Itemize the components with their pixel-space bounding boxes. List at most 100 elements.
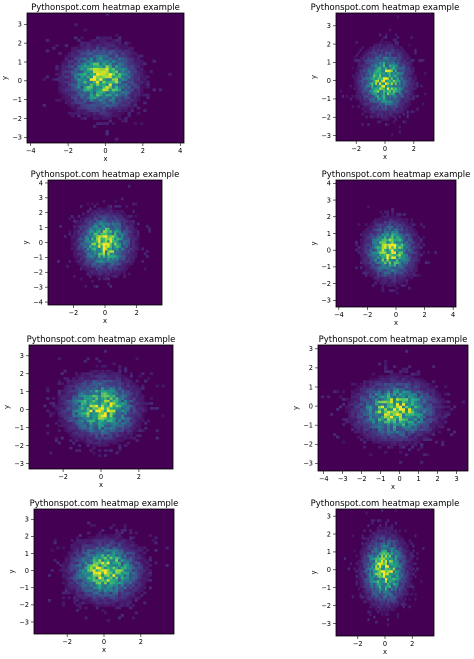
heatmap-cell bbox=[105, 70, 109, 74]
heatmap-cell bbox=[77, 96, 81, 100]
heatmap-cell bbox=[92, 59, 97, 63]
heatmap-cell bbox=[376, 235, 380, 239]
heatmap-cell bbox=[124, 424, 128, 428]
heatmap-cell bbox=[359, 87, 362, 91]
heatmap-cell bbox=[396, 230, 399, 234]
heatmap-cell bbox=[365, 84, 368, 88]
heatmap-cell bbox=[402, 405, 406, 409]
heatmap-cell bbox=[396, 215, 399, 219]
heatmap-cell bbox=[366, 423, 370, 426]
heatmap-cell bbox=[360, 405, 364, 409]
heatmap-cell bbox=[102, 235, 106, 238]
heatmap-cell bbox=[400, 256, 404, 259]
heatmap-cell bbox=[107, 227, 110, 231]
y-tick-label: −1 bbox=[33, 254, 43, 262]
heatmap-cell bbox=[118, 416, 122, 420]
heatmap-cell bbox=[406, 56, 409, 60]
heatmap-cell bbox=[362, 246, 366, 249]
heatmap-cell bbox=[130, 96, 135, 100]
x-tick-label: 0 bbox=[103, 309, 107, 317]
heatmap-cell bbox=[89, 91, 94, 94]
heatmap-cell bbox=[408, 387, 412, 391]
heatmap-cell bbox=[447, 405, 451, 409]
heatmap-cell bbox=[371, 102, 374, 106]
heatmap-cell bbox=[408, 433, 412, 436]
heatmap-cell bbox=[135, 404, 139, 408]
heatmap-cell bbox=[410, 66, 413, 70]
heatmap-cell bbox=[376, 246, 380, 249]
y-tick-label: 3 bbox=[327, 196, 331, 204]
heatmap-cell bbox=[116, 270, 119, 273]
heatmap-cell bbox=[374, 248, 378, 252]
heatmap-cell bbox=[129, 397, 133, 400]
heatmap-cell bbox=[384, 408, 388, 411]
heatmap-cell bbox=[377, 46, 380, 50]
heatmap-cell bbox=[429, 413, 433, 416]
heatmap-cell bbox=[105, 46, 109, 50]
heatmap-cell bbox=[75, 424, 79, 428]
heatmap-cell bbox=[372, 413, 376, 416]
heatmap-cell bbox=[444, 400, 448, 404]
heatmap-cell bbox=[118, 436, 122, 440]
heatmap-cell bbox=[121, 70, 125, 74]
heatmap-cell bbox=[126, 436, 131, 440]
heatmap-cell bbox=[426, 405, 430, 409]
heatmap-cell bbox=[383, 53, 386, 57]
heatmap-cell bbox=[109, 207, 113, 211]
heatmap-cell bbox=[84, 242, 88, 246]
heatmap-cell bbox=[123, 265, 126, 268]
heatmap-cell bbox=[75, 397, 79, 400]
heatmap-cell bbox=[133, 52, 138, 55]
heatmap-cell bbox=[106, 384, 110, 388]
heatmap-cell bbox=[366, 425, 370, 429]
heatmap-cell bbox=[86, 384, 90, 388]
heatmap-cell bbox=[130, 52, 135, 55]
heatmap-cell bbox=[82, 267, 85, 271]
heatmap-cell bbox=[86, 215, 90, 218]
heatmap-cell bbox=[136, 54, 141, 58]
heatmap-cell bbox=[61, 70, 65, 74]
heatmap-cell bbox=[423, 408, 427, 411]
heatmap-cell bbox=[410, 225, 414, 229]
heatmap-cell bbox=[367, 66, 370, 70]
heatmap-cell bbox=[369, 46, 372, 50]
heatmap-cell bbox=[396, 15, 399, 19]
heatmap-cell bbox=[67, 596, 71, 600]
heatmap-cell bbox=[126, 601, 130, 605]
heatmap-cell bbox=[58, 70, 62, 74]
heatmap-cell bbox=[100, 217, 103, 221]
heatmap-cell bbox=[405, 258, 409, 262]
heatmap-cell bbox=[106, 434, 110, 438]
heatmap-cell bbox=[118, 270, 122, 273]
heatmap-cell bbox=[58, 72, 62, 76]
heatmap-cell bbox=[111, 225, 115, 228]
heatmap-cell bbox=[124, 434, 128, 438]
heatmap-cell bbox=[98, 444, 102, 447]
heatmap-cell bbox=[125, 240, 129, 243]
heatmap-cell bbox=[124, 119, 128, 123]
heatmap-cell bbox=[82, 245, 85, 248]
heatmap-cell bbox=[355, 77, 358, 80]
heatmap-cell bbox=[361, 77, 364, 80]
heatmap-cell bbox=[100, 257, 103, 261]
heatmap-cell bbox=[96, 62, 100, 66]
heatmap-cell bbox=[385, 94, 388, 98]
heatmap-cell bbox=[390, 390, 394, 394]
heatmap-cell bbox=[392, 84, 396, 88]
heatmap-cell bbox=[111, 262, 115, 266]
heatmap-cell bbox=[417, 423, 421, 426]
heatmap-cell bbox=[55, 65, 59, 68]
heatmap-cell bbox=[123, 240, 126, 243]
heatmap-cell bbox=[108, 67, 113, 71]
heatmap-cell bbox=[388, 251, 392, 254]
heatmap-cell bbox=[398, 102, 401, 106]
heatmap-cell bbox=[381, 405, 385, 409]
heatmap-cell bbox=[91, 235, 94, 238]
heatmap-cell bbox=[98, 215, 101, 218]
heatmap-cell bbox=[136, 80, 141, 84]
heatmap-cell bbox=[70, 240, 74, 243]
heatmap-cell bbox=[402, 433, 406, 436]
heatmap-cell bbox=[132, 240, 135, 243]
heatmap-cell bbox=[118, 104, 122, 107]
heatmap-cell bbox=[111, 227, 115, 231]
